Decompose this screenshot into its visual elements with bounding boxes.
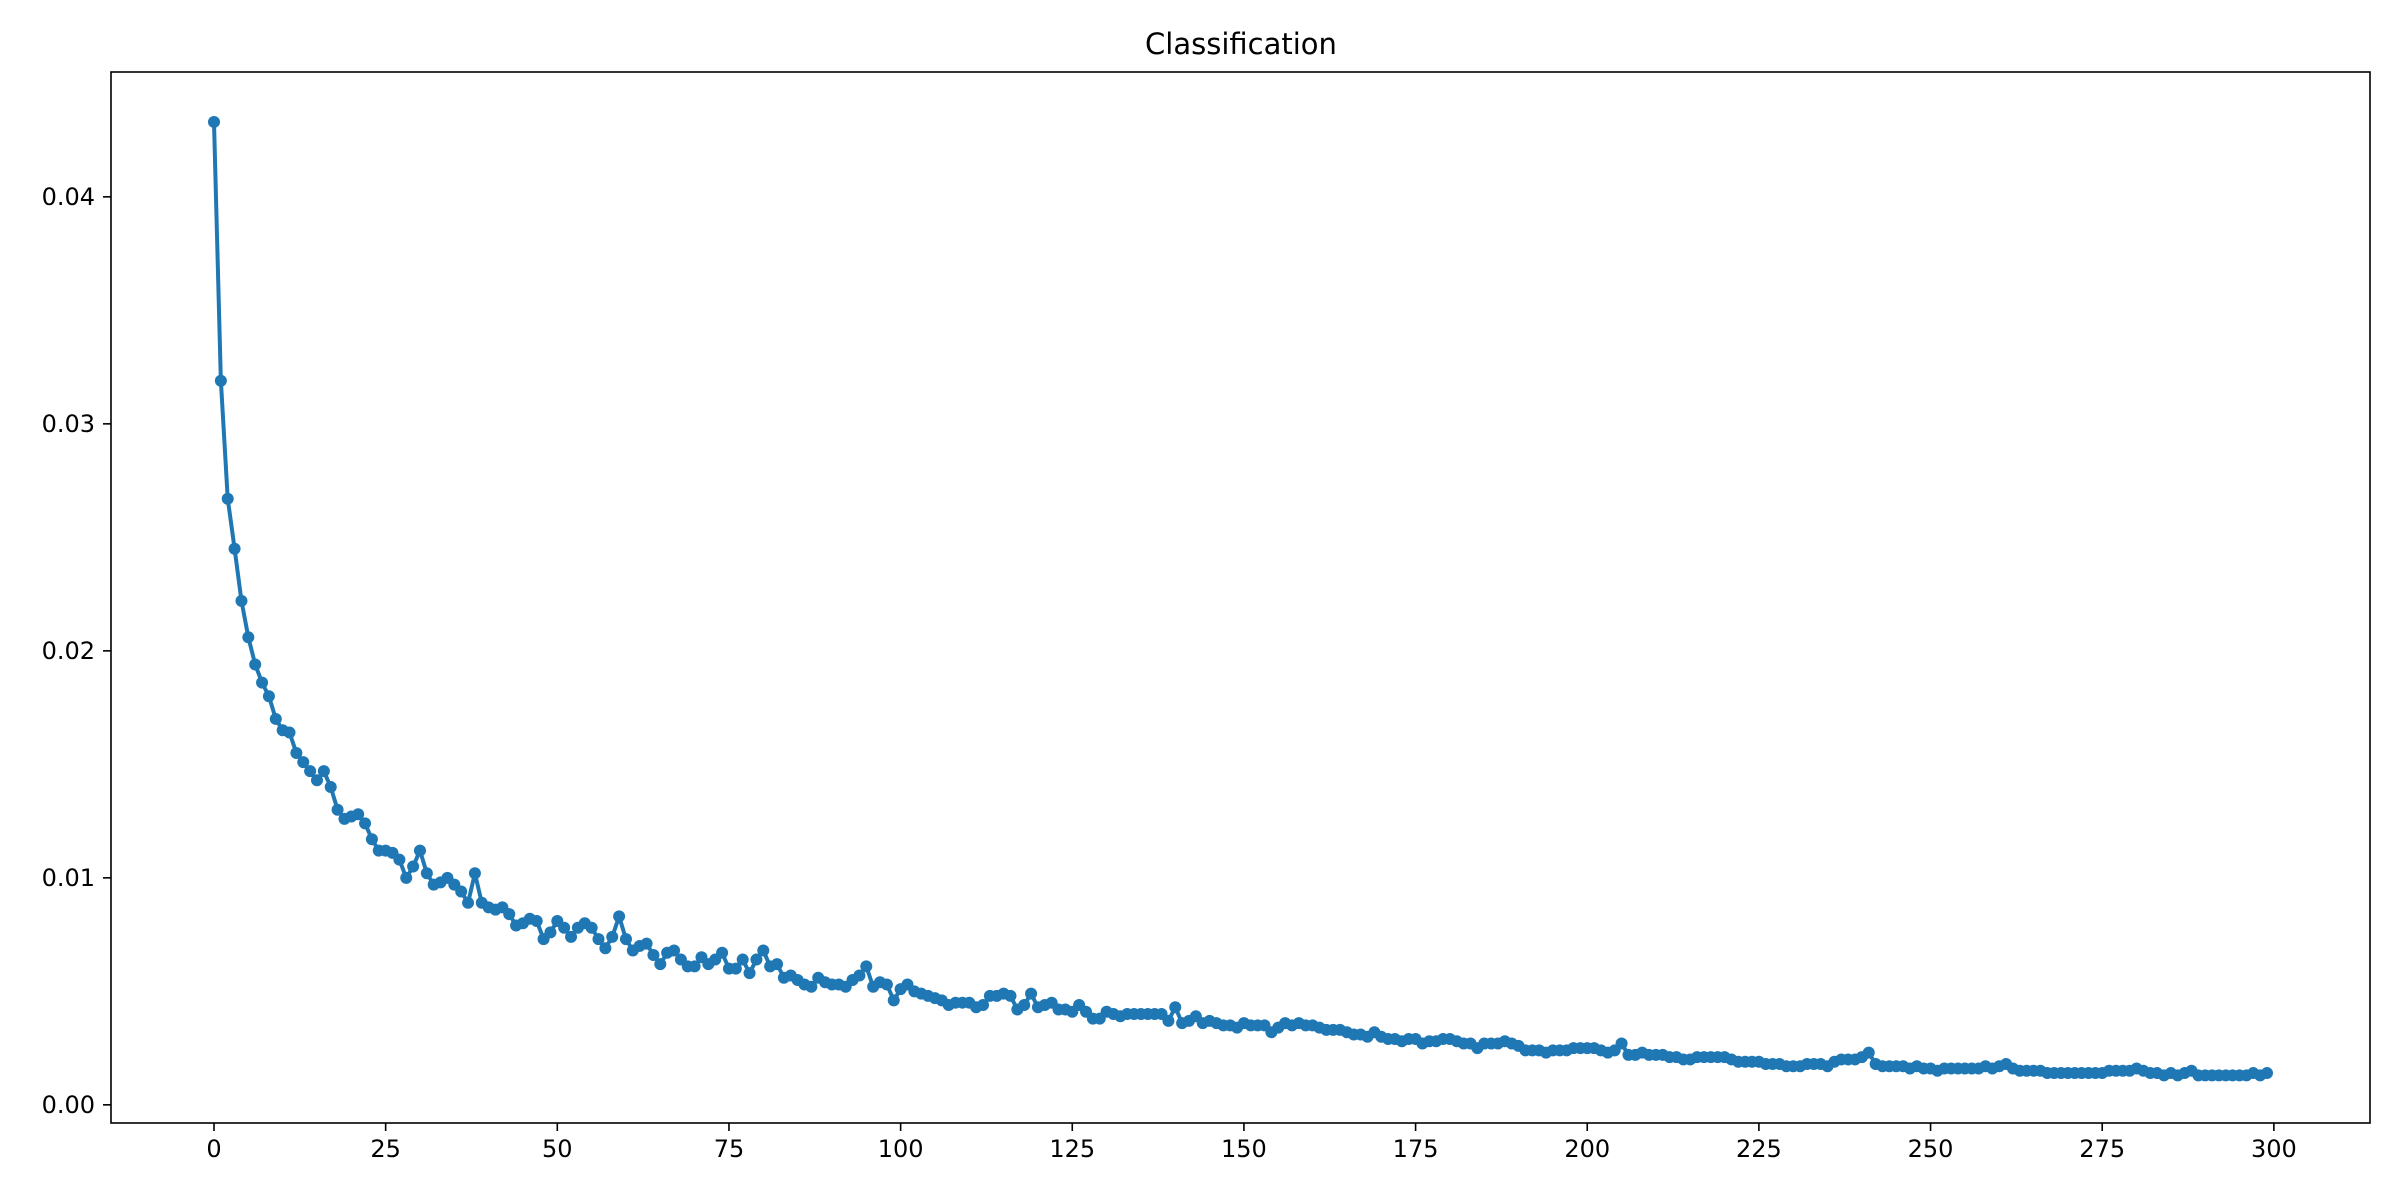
data-point [613,910,626,923]
x-tick-label: 300 [2251,1135,2297,1163]
data-point [310,774,323,787]
data-point [420,867,433,880]
data-point [317,765,330,778]
data-point [359,817,372,830]
data-point [880,978,893,991]
data-point [503,908,516,921]
data-point [853,969,866,982]
data-point [262,690,275,703]
data-point [214,374,227,387]
data-point [269,712,282,725]
y-tick-label: 0.04 [42,183,95,211]
data-point [468,867,481,880]
x-tick-label: 50 [542,1135,573,1163]
data-point [1162,1014,1175,1027]
y-tick-label: 0.02 [42,637,95,665]
data-point [592,933,605,946]
data-point [242,631,255,644]
data-point [558,921,571,934]
data-point [2261,1067,2274,1080]
data-point [1169,1001,1182,1014]
data-point [640,937,653,950]
data-point [1025,987,1038,1000]
data-point [668,944,681,957]
x-tick-label: 150 [1221,1135,1267,1163]
data-point [256,676,269,689]
data-point [743,967,756,980]
x-tick-label: 250 [1908,1135,1954,1163]
x-tick-label: 75 [714,1135,745,1163]
x-tick-label: 275 [2079,1135,2125,1163]
x-tick-label: 100 [878,1135,924,1163]
data-point [750,953,763,966]
data-point [228,542,241,555]
data-point [462,896,475,909]
data-point [729,962,742,975]
data-point [736,953,749,966]
data-point [393,853,406,866]
data-point [1615,1037,1628,1050]
data-point [324,781,337,794]
data-point [1018,998,1031,1011]
data-point [352,808,365,821]
data-point [249,658,262,671]
data-point [407,860,420,873]
x-tick-label: 175 [1393,1135,1439,1163]
x-axis-ticks: 0 25 50 75 100 125 150 175 200 225 250 275 300 [206,1123,2297,1163]
data-point [413,844,426,857]
data-point [544,926,557,939]
data-point [455,885,468,898]
data-point [1004,989,1017,1002]
x-tick-label: 225 [1736,1135,1782,1163]
data-point [599,942,612,955]
axes-frame [110,71,2371,1124]
data-point [1862,1046,1875,1059]
data-point [297,756,310,769]
data-point [606,930,619,943]
data-point [235,594,248,607]
y-tick-label: 0.01 [42,864,95,892]
data-point [221,492,234,505]
data-point [619,933,632,946]
data-point [530,914,543,927]
x-tick-label: 0 [206,1135,221,1163]
x-tick-label: 125 [1049,1135,1095,1163]
data-point [716,946,729,959]
data-point [283,726,296,739]
data-point [771,958,784,971]
data-point [585,921,598,934]
data-point [805,980,818,993]
data-point [688,960,701,973]
data-point [977,998,990,1011]
data-point [304,765,317,778]
data-point [647,949,660,962]
plot-area [207,115,2274,1082]
y-axis-ticks: 0.00 0.01 0.02 0.03 0.04 [42,183,111,1119]
data-point [757,944,770,957]
data-point [290,746,303,759]
x-tick-label: 25 [370,1135,401,1163]
data-point [654,958,667,971]
x-tick-label: 200 [1564,1135,1610,1163]
data-point [887,994,900,1007]
data-point [331,803,344,816]
data-point [207,115,220,128]
data-point [565,930,578,943]
data-point [365,833,378,846]
y-tick-label: 0.03 [42,410,95,438]
chart-title: Classification [1145,27,1337,61]
data-point [400,871,413,884]
data-point [860,960,873,973]
y-tick-label: 0.00 [42,1091,95,1119]
